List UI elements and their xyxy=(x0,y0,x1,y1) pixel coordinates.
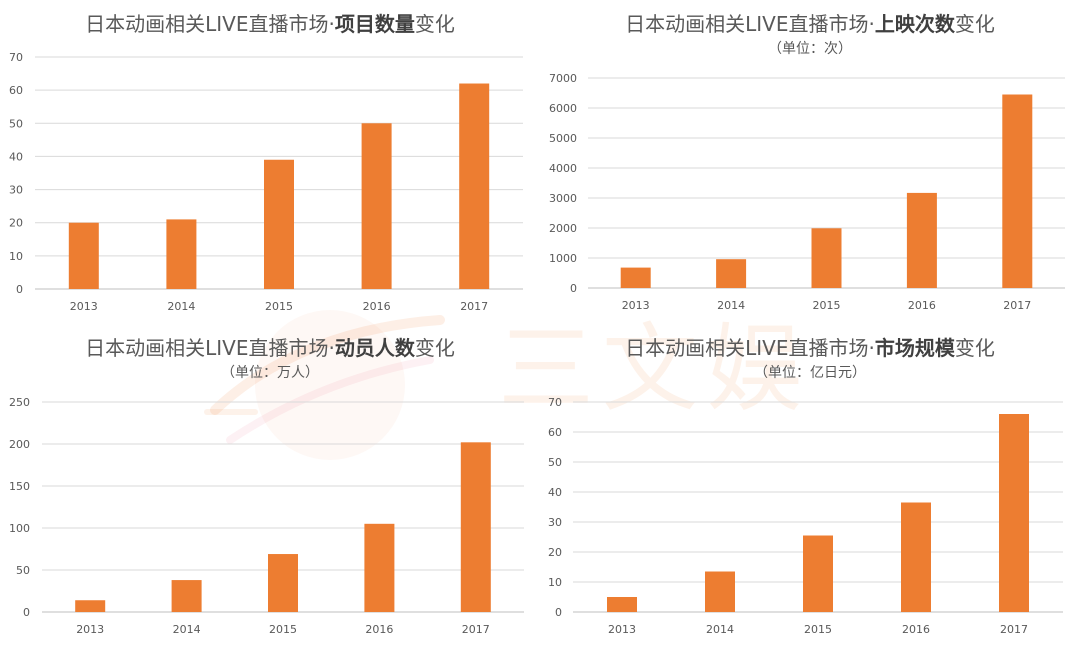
bar-2014 xyxy=(705,571,735,612)
title-emphasis: 市场规模 xyxy=(874,336,955,360)
subtitle-attendance: （单位：万人） xyxy=(221,365,319,381)
x-tick-label: 2013 xyxy=(608,623,636,636)
x-tick-label: 2013 xyxy=(622,299,650,312)
x-tick-label: 2013 xyxy=(70,300,98,313)
y-tick-label: 0 xyxy=(23,606,30,619)
y-tick-label: 40 xyxy=(9,150,23,163)
x-tick-label: 2017 xyxy=(460,300,488,313)
bar-2013 xyxy=(68,222,99,289)
y-tick-label: 30 xyxy=(548,516,562,529)
title-lead: 日本动画相关LIVE直播市场· xyxy=(85,336,335,360)
x-tick-label: 2013 xyxy=(76,623,104,636)
bar-2015 xyxy=(268,554,298,612)
title-project-count: 日本动画相关LIVE直播市场·项目数量变化 xyxy=(0,12,540,36)
title-tail: 变化 xyxy=(954,336,995,360)
title-tail: 变化 xyxy=(414,12,455,36)
bar-2015 xyxy=(264,159,294,289)
y-tick-label: 20 xyxy=(548,546,562,559)
subtitle-screening-count: （单位：次） xyxy=(768,41,852,57)
title-screening-count: 日本动画相关LIVE直播市场·上映次数变化 xyxy=(540,12,1080,36)
y-tick-label: 50 xyxy=(16,564,30,577)
watermark-logo-swirl xyxy=(226,356,434,444)
y-tick-label: 1000 xyxy=(549,252,577,265)
title-tail: 变化 xyxy=(954,12,995,36)
x-tick-label: 2016 xyxy=(902,623,930,636)
y-tick-label: 100 xyxy=(9,522,30,535)
title-lead: 日本动画相关LIVE直播市场· xyxy=(625,336,875,360)
bar-2015 xyxy=(803,535,833,612)
x-tick-label: 2017 xyxy=(1003,299,1031,312)
x-tick-label: 2015 xyxy=(265,300,293,313)
title-lead: 日本动画相关LIVE直播市场· xyxy=(625,12,875,36)
y-tick-label: 6000 xyxy=(549,102,577,115)
bar-2013 xyxy=(607,597,637,612)
watermark-logo-swirl xyxy=(210,315,445,415)
chart-market-size: 0 10 20 30 40 50 60 70 2013 2014 2015 2016 2017 xyxy=(548,396,1063,636)
y-tick-label: 250 xyxy=(9,396,30,409)
y-tick-label: 0 xyxy=(570,282,577,295)
watermark-logo xyxy=(204,310,445,460)
bar-2016 xyxy=(906,192,937,288)
x-tick-label: 2016 xyxy=(363,300,391,313)
y-tick-label: 7000 xyxy=(549,72,577,85)
bar-2013 xyxy=(75,600,106,612)
bar-2013 xyxy=(620,267,651,288)
watermark-text: 三文娱 xyxy=(498,313,810,425)
y-tick-label: 3000 xyxy=(549,192,577,205)
chart-project-count: 0 10 20 30 40 50 60 70 2013 2014 2015 2016 2017 xyxy=(9,51,523,313)
bar-2017 xyxy=(459,83,490,289)
title-lead: 日本动画相关LIVE直播市场· xyxy=(85,12,335,36)
y-tick-label: 50 xyxy=(548,456,562,469)
bar-2014 xyxy=(716,259,747,288)
x-tick-label: 2015 xyxy=(804,623,832,636)
y-tick-label: 60 xyxy=(548,426,562,439)
title-tail: 变化 xyxy=(414,336,455,360)
x-tick-label: 2014 xyxy=(167,300,195,313)
chart-attendance: 0 50 100 150 200 250 2013 2014 2015 2016 2017 xyxy=(9,396,524,636)
x-tick-label: 2017 xyxy=(462,623,490,636)
y-tick-label: 30 xyxy=(9,184,23,197)
y-tick-label: 60 xyxy=(9,84,23,97)
title-market-size: 日本动画相关LIVE直播市场·市场规模变化 xyxy=(540,336,1080,360)
x-tick-label: 2014 xyxy=(706,623,734,636)
title-emphasis: 动员人数 xyxy=(334,336,415,360)
x-tick-label: 2016 xyxy=(365,623,393,636)
bar-2015 xyxy=(811,228,842,288)
bar-2014 xyxy=(171,580,202,612)
bar-2016 xyxy=(901,502,931,612)
title-emphasis: 项目数量 xyxy=(334,12,415,36)
y-tick-label: 150 xyxy=(9,480,30,493)
bar-2017 xyxy=(1002,94,1033,288)
y-tick-label: 70 xyxy=(9,51,23,64)
x-tick-label: 2017 xyxy=(1000,623,1028,636)
x-tick-label: 2015 xyxy=(269,623,297,636)
y-tick-label: 40 xyxy=(548,486,562,499)
y-tick-label: 4000 xyxy=(549,162,577,175)
y-tick-label: 5000 xyxy=(549,132,577,145)
x-tick-label: 2014 xyxy=(173,623,201,636)
y-tick-label: 10 xyxy=(9,250,23,263)
y-tick-label: 0 xyxy=(16,283,23,296)
y-tick-label: 0 xyxy=(555,606,562,619)
chart-screening-count: 0 1000 2000 3000 4000 5000 6000 7000 2013 2014 201… xyxy=(549,72,1065,312)
y-tick-label: 2000 xyxy=(549,222,577,235)
title-emphasis: 上映次数 xyxy=(874,12,955,36)
subtitle-market-size: （单位：亿日元） xyxy=(754,365,866,381)
title-attendance: 日本动画相关LIVE直播市场·动员人数变化 xyxy=(0,336,540,360)
y-tick-label: 10 xyxy=(548,576,562,589)
x-tick-label: 2016 xyxy=(908,299,936,312)
y-tick-label: 200 xyxy=(9,438,30,451)
y-tick-label: 20 xyxy=(9,217,23,230)
bar-2017 xyxy=(999,414,1029,612)
bar-2014 xyxy=(166,219,197,289)
x-tick-label: 2015 xyxy=(813,299,841,312)
bar-2016 xyxy=(364,523,395,612)
y-tick-label: 50 xyxy=(9,117,23,130)
bar-2017 xyxy=(460,442,491,612)
bar-2016 xyxy=(361,123,392,290)
x-tick-label: 2014 xyxy=(717,299,745,312)
y-tick-label: 70 xyxy=(548,396,562,409)
watermark-logo-disc xyxy=(255,310,405,460)
